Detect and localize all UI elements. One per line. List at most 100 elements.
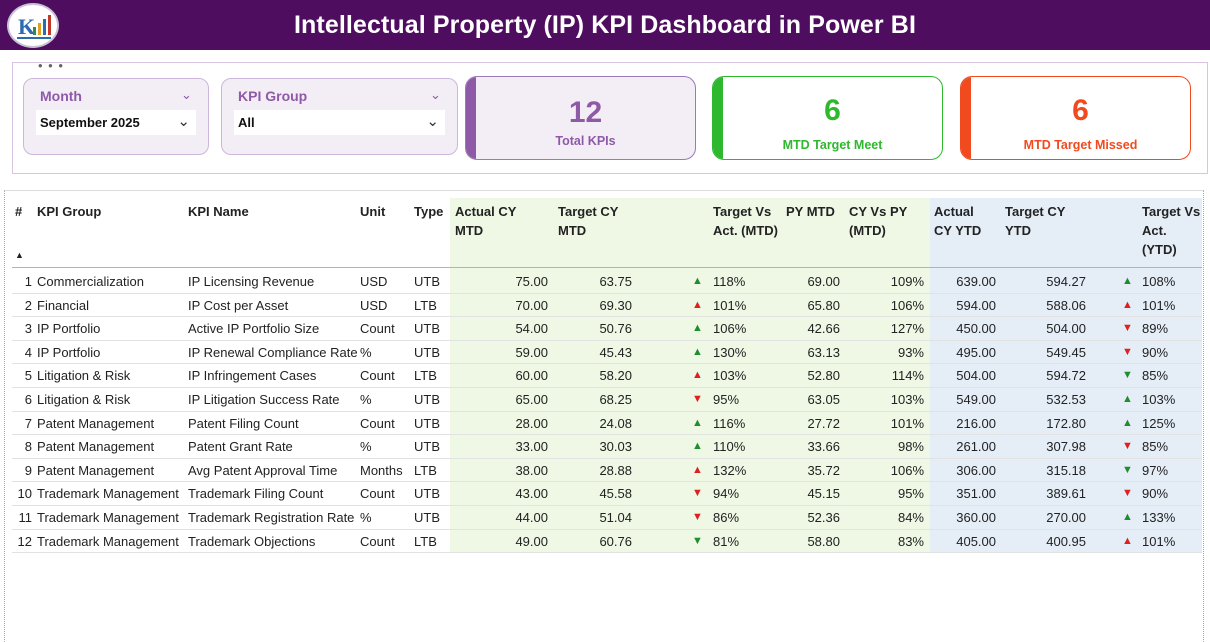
py-mtd-cell: 65.80: [807, 297, 840, 313]
actual-cy-mtd-cell: 44.00: [515, 509, 548, 525]
type-cell: LTB: [414, 533, 437, 549]
header-cy-vs-py-mtd[interactable]: CY Vs PY (MTD): [849, 204, 908, 238]
cy-vs-py-mtd-cell: 83%: [897, 533, 924, 549]
actual-cy-ytd-cell: 639.00: [956, 274, 996, 289]
chevron-down-icon[interactable]: ⌄: [181, 87, 192, 102]
type-cell: LTB: [414, 368, 437, 384]
kpi-name-cell: Patent Filing Count: [188, 415, 299, 431]
up-arrow-green-icon: ▲: [692, 416, 703, 429]
month-dropdown[interactable]: September 2025 ⌄: [36, 110, 196, 135]
actual-cy-ytd-cell: 216.00: [956, 415, 996, 431]
table-row[interactable]: 3 IP Portfolio Active IP Portfolio Size Cou…: [0, 317, 1210, 341]
header-actual-cy-mtd[interactable]: Actual CY MTD: [455, 204, 517, 238]
header-unit[interactable]: Unit: [360, 204, 386, 219]
table-row[interactable]: 10 Trademark Management Trademark Filing C…: [0, 482, 1210, 506]
row-number: 2: [24, 297, 32, 313]
row-number: 12: [17, 533, 32, 549]
header-target-vs-act-ytd[interactable]: Target Vs Act. (YTD): [1142, 204, 1201, 257]
cy-vs-py-mtd-cell: 101%: [890, 415, 924, 431]
kpi-name-cell: Trademark Objections: [188, 533, 316, 549]
mtd-target-missed-value: 6: [1072, 94, 1089, 127]
table-row[interactable]: 9 Patent Management Avg Patent Approval Ti…: [0, 459, 1210, 483]
table-row[interactable]: 1 Commercialization IP Licensing Revenue US…: [0, 270, 1210, 294]
py-mtd-cell: 27.72: [807, 415, 840, 431]
header-py-mtd[interactable]: PY MTD: [786, 204, 835, 219]
page-title: Intellectual Property (IP) KPI Dashboard…: [294, 11, 916, 39]
sort-ascending-icon[interactable]: ▲: [15, 250, 24, 260]
down-arrow-green-icon: ▼: [1122, 463, 1133, 476]
actual-cy-ytd-cell: 504.00: [956, 368, 996, 384]
kpi-name-cell: Avg Patent Approval Time: [188, 462, 338, 478]
actual-cy-ytd-cell: 306.00: [956, 462, 996, 478]
more-options-icon[interactable]: • • •: [38, 58, 64, 73]
cy-vs-py-mtd-cell: 103%: [890, 391, 924, 407]
target-vs-act-ytd-cell: 101%: [1142, 297, 1176, 313]
card-accent: [961, 77, 971, 159]
target-vs-act-ytd-cell: 97%: [1142, 462, 1169, 478]
target-vs-act-mtd-cell: 94%: [713, 486, 740, 502]
up-arrow-green-icon: ▲: [1122, 392, 1133, 405]
target-vs-act-ytd-cell: 90%: [1142, 486, 1169, 502]
cy-vs-py-mtd-cell: 95%: [897, 486, 924, 502]
kpi-name-cell: Active IP Portfolio Size: [188, 321, 320, 337]
row-number: 8: [24, 439, 32, 455]
target-cy-mtd-cell: 51.04: [599, 509, 632, 525]
header-actual-cy-ytd[interactable]: Actual CY YTD: [934, 204, 982, 238]
mtd-target-meet-value: 6: [824, 94, 841, 127]
row-divider: [12, 528, 1202, 530]
table-row[interactable]: 2 Financial IP Cost per Asset USD LTB 70.00 69…: [0, 294, 1210, 318]
unit-cell: Months: [360, 462, 403, 478]
target-cy-ytd-cell: 389.61: [1046, 486, 1086, 502]
mtd-target-meet-card: 6 MTD Target Meet: [712, 76, 943, 160]
target-vs-act-mtd-cell: 130%: [713, 344, 747, 360]
table-row[interactable]: 7 Patent Management Patent Filing Count Cou…: [0, 412, 1210, 436]
kpi-name-cell: Patent Grant Rate: [188, 439, 293, 455]
down-arrow-red-icon: ▼: [1122, 487, 1133, 500]
chevron-down-icon[interactable]: ⌄: [430, 87, 441, 102]
unit-cell: %: [360, 391, 372, 407]
table-row[interactable]: 5 Litigation & Risk IP Infringement Cases C…: [0, 364, 1210, 388]
kpi-group-slicer[interactable]: KPI Group ⌄ All ⌄: [221, 78, 458, 155]
target-vs-act-ytd-cell: 90%: [1142, 344, 1169, 360]
down-arrow-green-icon: ▼: [692, 534, 703, 547]
type-cell: UTB: [414, 274, 440, 289]
row-divider: [12, 552, 1202, 554]
kpi-group-cell: Trademark Management: [37, 486, 179, 502]
header-kpi-group[interactable]: KPI Group: [37, 204, 102, 219]
actual-cy-mtd-cell: 43.00: [515, 486, 548, 502]
down-arrow-red-icon: ▼: [1122, 322, 1133, 335]
up-arrow-green-icon: ▲: [692, 440, 703, 453]
target-cy-mtd-cell: 24.08: [599, 415, 632, 431]
target-vs-act-mtd-cell: 81%: [713, 533, 740, 549]
header-target-cy-ytd[interactable]: Target CY YTD: [1005, 204, 1066, 238]
target-vs-act-mtd-cell: 132%: [713, 462, 747, 478]
table-row[interactable]: 12 Trademark Management Trademark Objectio…: [0, 530, 1210, 554]
target-vs-act-ytd-cell: 108%: [1142, 274, 1176, 289]
month-value: September 2025: [40, 115, 140, 130]
header-num[interactable]: #: [15, 204, 23, 219]
title-bar: K Intellectual Property (IP) KPI Dashboa…: [0, 0, 1210, 50]
down-arrow-red-icon: ▼: [692, 487, 703, 500]
py-mtd-cell: 45.15: [807, 486, 840, 502]
chevron-down-icon[interactable]: ⌄: [177, 113, 190, 130]
row-divider: [12, 386, 1202, 388]
table-row[interactable]: 11 Trademark Management Trademark Registra…: [0, 506, 1210, 530]
month-slicer[interactable]: Month ⌄ September 2025 ⌄: [23, 78, 209, 155]
py-mtd-cell: 35.72: [807, 462, 840, 478]
row-number: 11: [18, 509, 33, 525]
kpi-group-value: All: [238, 115, 255, 130]
kpi-group-dropdown[interactable]: All ⌄: [234, 110, 445, 135]
header-target-vs-act-mtd[interactable]: Target Vs Act. (MTD): [713, 204, 778, 238]
target-vs-act-ytd-cell: 85%: [1142, 368, 1169, 384]
kpi-group-cell: IP Portfolio: [37, 344, 101, 360]
table-row[interactable]: 6 Litigation & Risk IP Litigation Success …: [0, 388, 1210, 412]
header-target-cy-mtd[interactable]: Target CY MTD: [558, 204, 619, 238]
chevron-down-icon[interactable]: ⌄: [426, 113, 439, 130]
header-kpi-name[interactable]: KPI Name: [188, 204, 249, 219]
kpi-name-cell: Trademark Filing Count: [188, 486, 324, 502]
target-cy-ytd-cell: 400.95: [1046, 533, 1086, 549]
table-row[interactable]: 4 IP Portfolio IP Renewal Compliance Rate%…: [0, 341, 1210, 365]
header-type[interactable]: Type: [414, 204, 444, 219]
table-row[interactable]: 8 Patent Management Patent Grant Rate% UTB 3…: [0, 435, 1210, 459]
actual-cy-ytd-cell: 360.00: [956, 509, 996, 525]
